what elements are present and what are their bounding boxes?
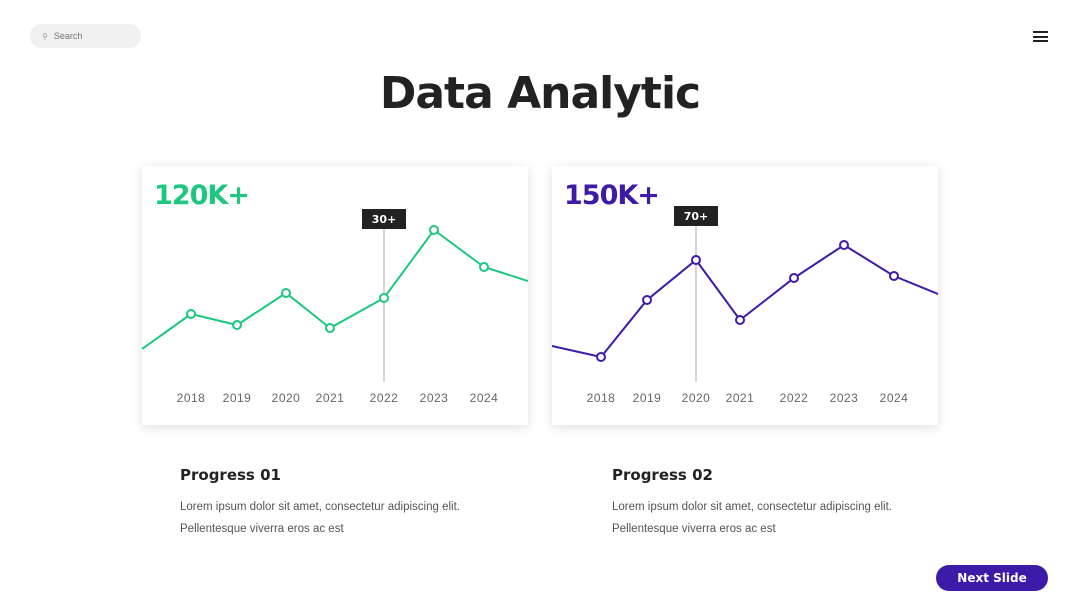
- data-point[interactable]: [642, 295, 652, 305]
- data-point[interactable]: [232, 320, 242, 330]
- chart-total: 150K+: [564, 180, 660, 211]
- x-tick-label: 2022: [369, 391, 399, 405]
- progress-title: Progress 01: [180, 466, 281, 484]
- data-point[interactable]: [281, 288, 291, 298]
- search-bar[interactable]: ⚲: [30, 24, 141, 48]
- data-point[interactable]: [479, 262, 489, 272]
- x-tick-label: 2018: [586, 391, 616, 405]
- x-tick-label: 2018: [176, 391, 206, 405]
- data-point[interactable]: [789, 273, 799, 283]
- data-point[interactable]: [889, 271, 899, 281]
- data-point[interactable]: [325, 323, 335, 333]
- data-point[interactable]: [596, 352, 606, 362]
- hamburger-icon[interactable]: [1033, 31, 1048, 42]
- page-title: Data Analytic: [379, 68, 701, 119]
- data-point[interactable]: [186, 309, 196, 319]
- chart-total: 120K+: [154, 180, 250, 211]
- x-tick-label: 2024: [879, 391, 909, 405]
- data-point[interactable]: [839, 240, 849, 250]
- highlight-tooltip: 30+: [362, 209, 406, 229]
- search-input[interactable]: [53, 31, 124, 41]
- progress-text: Pellentesque viverra eros ac est: [180, 523, 344, 535]
- series-line: [142, 228, 528, 350]
- x-tick-label: 2023: [419, 391, 449, 405]
- progress-text: Lorem ipsum dolor sit amet, consectetur …: [180, 501, 460, 513]
- x-tick-label: 2021: [315, 391, 345, 405]
- line-chart: [142, 225, 528, 382]
- progress-01: Progress 01 Lorem ipsum dolor sit amet, …: [180, 466, 460, 540]
- chart-card-1: 120K+ 2018 2019 2020 2021 2022 2023 2024 30+: [142, 166, 528, 425]
- x-tick-label: 2021: [725, 391, 755, 405]
- data-point[interactable]: [379, 293, 389, 303]
- data-point[interactable]: [429, 225, 439, 235]
- x-tick-label: 2020: [271, 391, 301, 405]
- data-point[interactable]: [691, 255, 701, 265]
- progress-text: Pellentesque viverra eros ac est: [612, 523, 776, 535]
- highlight-tooltip: 70+: [674, 206, 718, 226]
- x-tick-label: 2020: [681, 391, 711, 405]
- x-tick-label: 2019: [222, 391, 252, 405]
- x-tick-label: 2023: [829, 391, 859, 405]
- progress-title: Progress 02: [612, 466, 713, 484]
- progress-text: Lorem ipsum dolor sit amet, consectetur …: [612, 501, 892, 513]
- x-tick-label: 2024: [469, 391, 499, 405]
- data-point[interactable]: [735, 315, 745, 325]
- next-slide-button[interactable]: Next Slide: [936, 565, 1048, 591]
- line-chart: [552, 226, 938, 382]
- x-tick-label: 2019: [632, 391, 662, 405]
- x-tick-label: 2022: [779, 391, 809, 405]
- chart-card-2: 150K+ 2018 2019 2020 2021 2022 2023 2024 70+: [552, 166, 938, 425]
- progress-02: Progress 02 Lorem ipsum dolor sit amet, …: [612, 466, 892, 540]
- series-line: [552, 243, 938, 359]
- search-icon: ⚲: [42, 31, 48, 41]
